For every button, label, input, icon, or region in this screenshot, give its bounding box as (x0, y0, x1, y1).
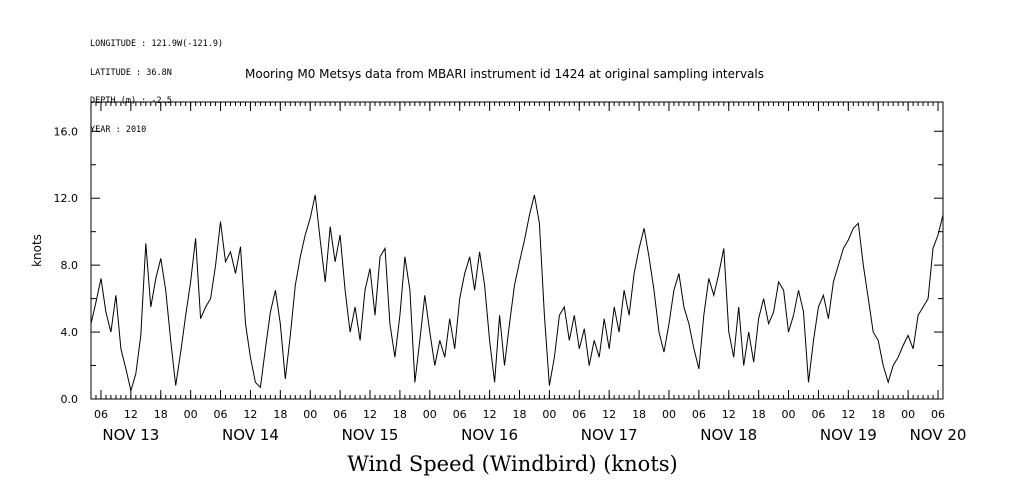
x-hour-tick-label: 18 (154, 408, 168, 421)
x-day-tick-label: NOV 16 (461, 426, 518, 444)
x-hour-tick-label: 00 (184, 408, 198, 421)
x-hour-tick-label: 12 (243, 408, 257, 421)
x-hour-tick-label: 12 (602, 408, 616, 421)
x-hour-tick-label: 06 (811, 408, 825, 421)
x-hour-tick-label: 18 (871, 408, 885, 421)
x-hour-tick-label: 06 (572, 408, 586, 421)
x-hour-tick-label: 12 (722, 408, 736, 421)
x-hour-tick-label: 18 (512, 408, 526, 421)
y-tick-label: 8.0 (61, 259, 79, 272)
x-day-tick-label: NOV 20 (910, 426, 967, 444)
x-hour-tick-label: 00 (782, 408, 796, 421)
x-hour-tick-label: 12 (124, 408, 138, 421)
y-tick-label: 4.0 (61, 326, 79, 339)
x-hour-tick-label: 12 (841, 408, 855, 421)
y-axis-label: knots (30, 234, 44, 267)
header-info-depth: DEPTH (m) : -2.5 (90, 96, 172, 106)
header-info-year: YEAR : 2010 (90, 124, 147, 135)
y-tick-label: 0.0 (61, 393, 79, 406)
x-hour-tick-label: 06 (692, 408, 706, 421)
x-hour-tick-label: 00 (662, 408, 676, 421)
x-hour-tick-label: 00 (303, 408, 317, 421)
x-hour-tick-label: 18 (752, 408, 766, 421)
x-day-tick-label: NOV 18 (700, 426, 757, 444)
x-day-tick-label: NOV 14 (222, 426, 279, 444)
plot-frame (90, 101, 944, 400)
x-hour-tick-label: 06 (453, 408, 467, 421)
x-hour-tick-label: 06 (333, 408, 347, 421)
y-tick-label: 12.0 (54, 192, 79, 205)
x-hour-tick-label: 06 (94, 408, 108, 421)
y-tick-label: 16.0 (54, 125, 79, 138)
header-info: LONGITUDE : 121.9W(-121.9) LATITUDE : 36… (90, 21, 223, 145)
header-info-longitude: LONGITUDE : 121.9W(-121.9) (90, 39, 224, 49)
header-info-latitude: LATITUDE : 36.8N (90, 67, 172, 78)
x-hour-tick-label: 18 (273, 408, 287, 421)
x-hour-tick-label: 00 (901, 408, 915, 421)
x-hour-tick-label: 18 (632, 408, 646, 421)
x-hour-tick-label: 18 (393, 408, 407, 421)
x-day-tick-label: NOV 17 (581, 426, 638, 444)
x-hour-tick-label: 00 (423, 408, 437, 421)
x-hour-tick-label: 06 (214, 408, 228, 421)
x-day-tick-label: NOV 15 (342, 426, 399, 444)
x-hour-tick-label: 06 (931, 408, 945, 421)
x-day-tick-label: NOV 19 (820, 426, 877, 444)
series-line (90, 194, 944, 393)
x-hour-tick-label: 12 (363, 408, 377, 421)
x-day-tick-label: NOV 13 (102, 426, 159, 444)
x-hour-tick-label: 00 (542, 408, 556, 421)
chart-title: Wind Speed (Windbird) (knots) (347, 452, 678, 476)
chart-subtitle: Mooring M0 Metsys data from MBARI instru… (245, 67, 764, 81)
x-hour-tick-label: 12 (483, 408, 497, 421)
